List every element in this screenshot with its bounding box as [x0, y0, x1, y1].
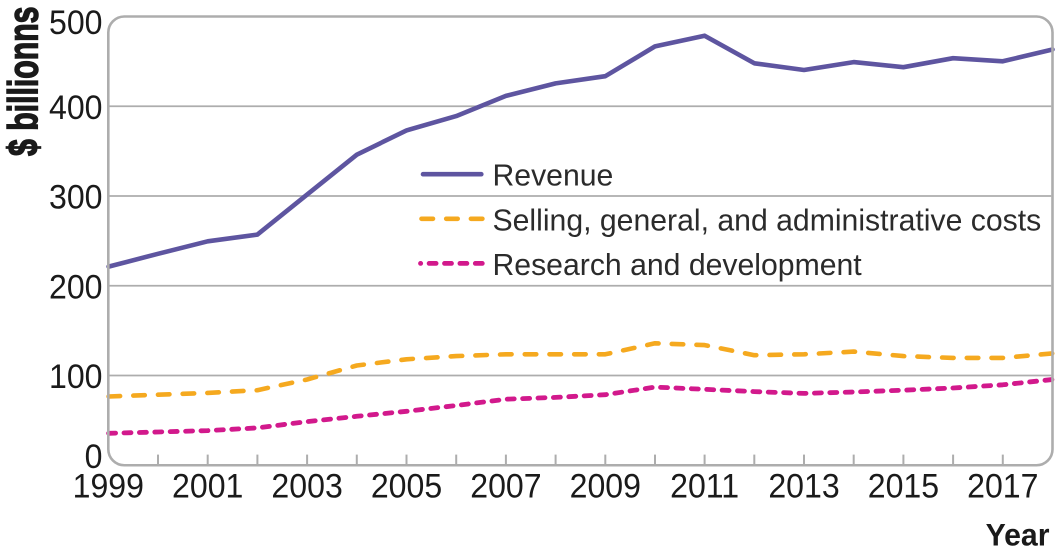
svg-text:2007: 2007	[470, 467, 541, 505]
svg-text:$ billionns: $ billionns	[0, 7, 47, 156]
svg-text:400: 400	[49, 89, 103, 127]
svg-text:2003: 2003	[271, 467, 342, 505]
svg-text:2005: 2005	[371, 467, 442, 505]
svg-text:Selling, general, and administ: Selling, general, and administrative cos…	[493, 204, 1042, 237]
svg-text:2011: 2011	[670, 467, 739, 505]
svg-text:2017: 2017	[967, 467, 1038, 505]
svg-text:2015: 2015	[868, 467, 939, 505]
svg-text:0: 0	[85, 438, 103, 476]
svg-text:Revenue: Revenue	[493, 160, 614, 193]
svg-text:100: 100	[49, 358, 103, 396]
svg-text:Year: Year	[986, 517, 1050, 553]
svg-text:200: 200	[49, 268, 103, 306]
svg-text:300: 300	[49, 179, 103, 217]
svg-text:2013: 2013	[768, 467, 839, 505]
svg-text:Research and development: Research and development	[493, 249, 863, 282]
svg-text:2001: 2001	[172, 467, 243, 505]
svg-text:1999: 1999	[73, 467, 144, 505]
svg-text:500: 500	[49, 4, 103, 42]
svg-text:2009: 2009	[570, 467, 641, 505]
